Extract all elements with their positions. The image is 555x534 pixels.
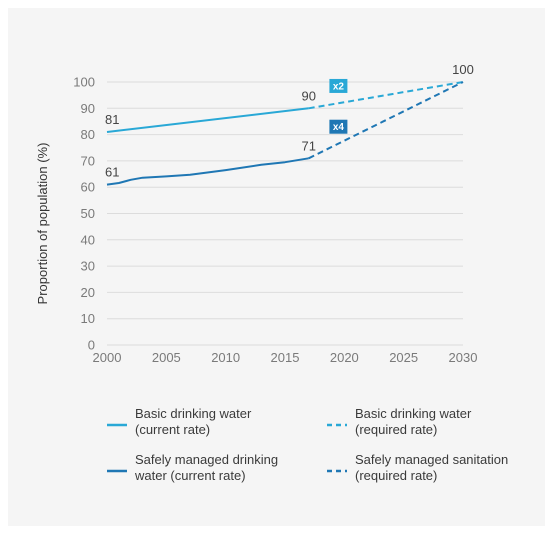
data-label: 71: [301, 138, 315, 153]
y-tick-label: 40: [81, 232, 95, 247]
rate-badge: [329, 78, 348, 93]
x-tick-label: 2000: [93, 350, 122, 365]
legend-label: Safely managed sanitation: [355, 452, 508, 467]
data-label: 61: [105, 165, 119, 180]
y-tick-label: 80: [81, 127, 95, 142]
series-line-2: [106, 157, 309, 186]
legend-label: water (current rate): [134, 468, 246, 483]
rate-badge-label: x4: [333, 122, 345, 133]
y-tick-label: 70: [81, 153, 95, 168]
y-tick-label: 90: [81, 101, 95, 116]
legend-label: Safely managed drinking: [135, 452, 278, 467]
legend-label: Basic drinking water: [135, 406, 252, 421]
y-tick-label: 100: [73, 75, 95, 90]
y-tick-label: 30: [81, 259, 95, 274]
series-line-4: [308, 81, 464, 160]
y-tick-label: 10: [81, 311, 95, 326]
rate-badge-label: x2: [333, 81, 345, 92]
x-tick-label: 2015: [271, 350, 300, 365]
data-label: 100: [452, 62, 474, 77]
x-tick-label: 2025: [389, 350, 418, 365]
chart-panel: [8, 8, 545, 526]
y-axis-label: Proportion of population (%): [35, 143, 50, 305]
data-label: 90: [301, 88, 315, 103]
series-line-1: [106, 107, 309, 133]
legend-label: (current rate): [135, 422, 210, 437]
rate-badge: [329, 119, 348, 134]
legend-label: (required rate): [355, 468, 437, 483]
legend-label: Basic drinking water: [355, 406, 472, 421]
x-tick-label: 2005: [152, 350, 181, 365]
legend-label: (required rate): [355, 422, 437, 437]
y-tick-label: 0: [88, 338, 95, 353]
series-line-3: [308, 81, 464, 110]
y-tick-label: 20: [81, 285, 95, 300]
y-tick-label: 50: [81, 206, 95, 221]
x-tick-label: 2020: [330, 350, 359, 365]
data-label: 81: [105, 112, 119, 127]
x-tick-label: 2030: [449, 350, 478, 365]
y-tick-label: 60: [81, 180, 95, 195]
x-tick-label: 2010: [211, 350, 240, 365]
